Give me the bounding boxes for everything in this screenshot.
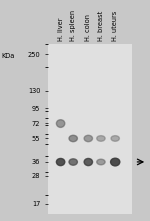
Text: H. spleen: H. spleen: [70, 10, 76, 41]
Ellipse shape: [84, 135, 93, 142]
Ellipse shape: [84, 158, 93, 166]
Text: H. breast: H. breast: [98, 11, 104, 41]
Ellipse shape: [97, 136, 105, 141]
Ellipse shape: [56, 120, 65, 128]
Text: H. uteurs: H. uteurs: [112, 11, 118, 41]
Ellipse shape: [69, 135, 77, 142]
Ellipse shape: [69, 159, 77, 165]
Text: H. liver: H. liver: [58, 17, 64, 41]
Text: KDa: KDa: [2, 53, 15, 59]
Ellipse shape: [97, 159, 105, 165]
Ellipse shape: [111, 158, 120, 166]
Ellipse shape: [111, 136, 119, 141]
Ellipse shape: [56, 158, 65, 166]
Text: H. colon: H. colon: [85, 14, 91, 41]
